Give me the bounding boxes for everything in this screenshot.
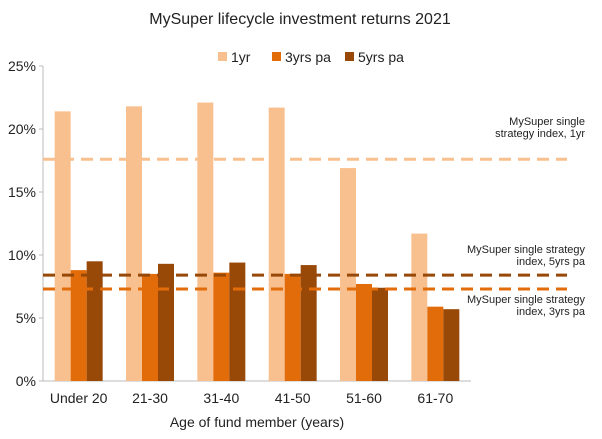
reference-label: MySuper single strategy: [467, 244, 585, 256]
legend-swatch: [218, 52, 227, 61]
x-tick-label: 21-30: [132, 390, 168, 406]
bar-1yr: [197, 102, 214, 381]
reference-label: strategy index, 1yr: [495, 128, 585, 140]
y-tick-label: 0%: [16, 373, 36, 389]
x-axis-label: Age of fund member (years): [170, 414, 344, 430]
bar-3yrs-pa: [284, 273, 301, 381]
x-tick-label: Under 20: [50, 390, 108, 406]
x-tick-label: 51-60: [346, 390, 382, 406]
reference-label: MySuper single: [509, 116, 585, 128]
bar-1yr: [54, 111, 71, 382]
legend-swatch: [272, 52, 281, 61]
bar-5yrs-pa: [300, 265, 317, 381]
reference-label: index, 3yrs pa: [517, 306, 586, 318]
y-tick-label: 20%: [8, 121, 36, 137]
chart-title: MySuper lifecycle investment returns 202…: [149, 11, 451, 28]
legend-label: 1yr: [231, 49, 251, 65]
bar-5yrs-pa: [158, 263, 174, 381]
bar-5yrs-pa: [443, 309, 460, 381]
bar-3yrs-pa: [356, 283, 372, 381]
x-tick-label: 41-50: [275, 390, 311, 406]
bar-5yrs-pa: [372, 287, 388, 381]
y-tick-label: 25%: [8, 58, 36, 74]
legend-label: 5yrs pa: [358, 49, 404, 65]
x-tick-label: 31-40: [203, 390, 239, 406]
bar-1yr: [411, 233, 428, 381]
bar-3yrs-pa: [70, 270, 87, 381]
bar-3yrs-pa: [213, 272, 230, 381]
bar-5yrs-pa: [229, 262, 246, 381]
bar-3yrs-pa: [427, 306, 444, 381]
legend-swatch: [345, 52, 354, 61]
reference-label: MySuper single strategy: [467, 294, 585, 306]
bar-3yrs-pa: [142, 273, 158, 381]
y-tick-label: 15%: [8, 184, 36, 200]
x-tick-label: 61-70: [417, 390, 453, 406]
bar-5yrs-pa: [86, 261, 103, 381]
reference-label: index, 5yrs pa: [517, 256, 586, 268]
bar-1yr: [268, 107, 285, 381]
y-tick-label: 5%: [16, 310, 36, 326]
y-tick-label: 10%: [8, 247, 36, 263]
bar-1yr: [126, 106, 142, 381]
legend-label: 3yrs pa: [285, 49, 331, 65]
